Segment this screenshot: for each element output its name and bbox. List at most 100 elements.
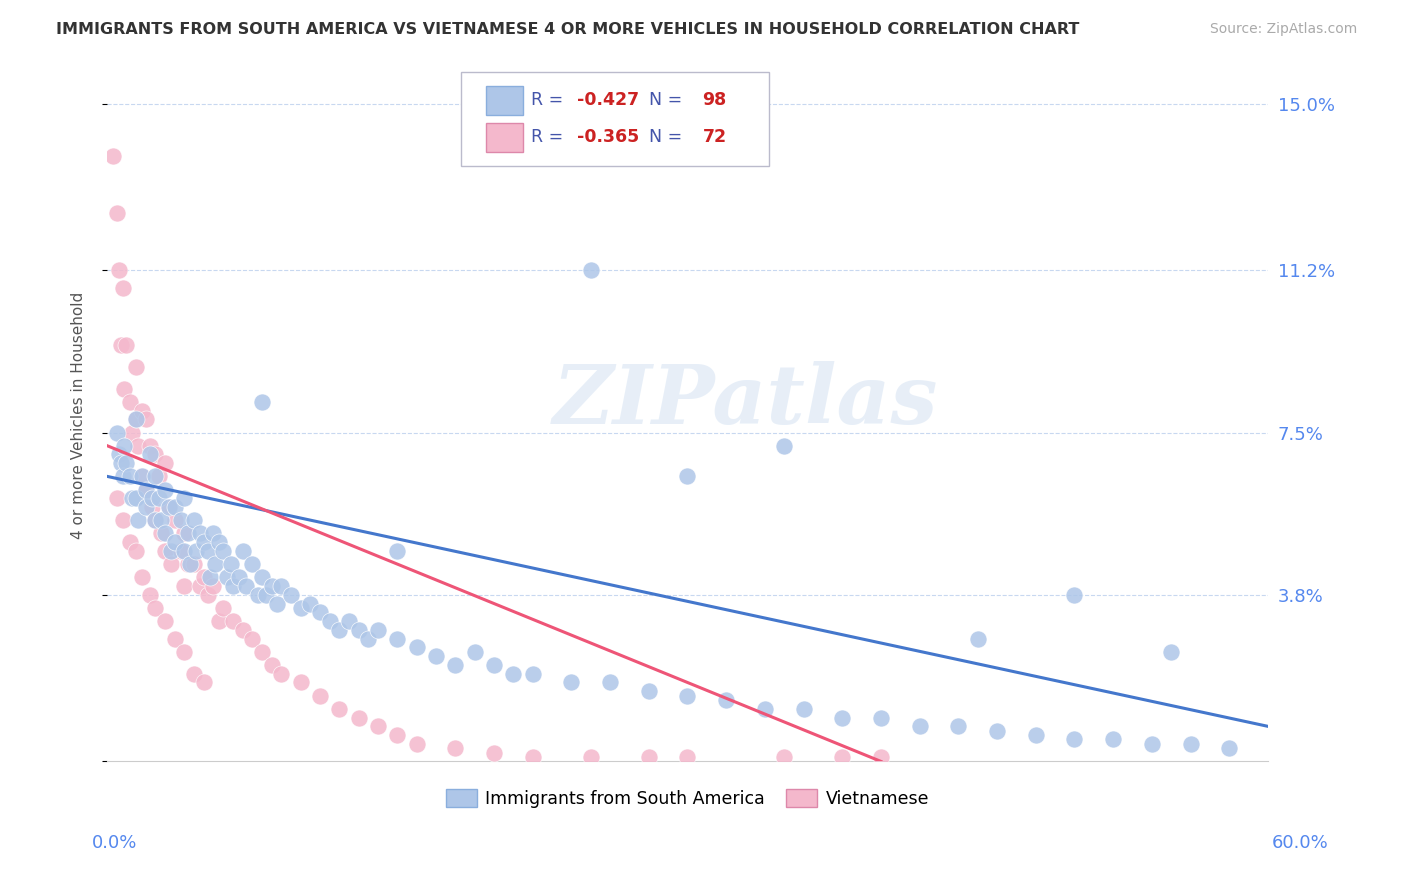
Point <box>153 456 176 470</box>
Point <box>145 447 167 461</box>
Point <box>160 544 183 558</box>
Point <box>145 513 167 527</box>
Point <box>1180 737 1202 751</box>
Point <box>212 544 235 558</box>
Text: 98: 98 <box>703 91 727 110</box>
Point <box>183 557 205 571</box>
Point <box>114 382 136 396</box>
Text: N =: N = <box>637 128 688 146</box>
Point <box>522 750 544 764</box>
Point <box>250 570 273 584</box>
Text: ZIPatlas: ZIPatlas <box>553 361 938 442</box>
Point <box>111 281 134 295</box>
Point <box>318 614 340 628</box>
Point <box>870 710 893 724</box>
Point <box>260 579 283 593</box>
FancyBboxPatch shape <box>461 72 769 166</box>
Point <box>599 675 621 690</box>
Point <box>148 469 170 483</box>
Point <box>870 750 893 764</box>
Point <box>250 394 273 409</box>
Point <box>219 557 242 571</box>
Text: -0.427: -0.427 <box>578 91 640 110</box>
Point <box>173 579 195 593</box>
Point <box>135 412 157 426</box>
Point <box>1063 732 1085 747</box>
Point <box>202 579 225 593</box>
Point <box>177 557 200 571</box>
Point <box>193 535 215 549</box>
Point <box>125 412 148 426</box>
Point <box>179 557 201 571</box>
Point <box>222 614 245 628</box>
Point <box>202 526 225 541</box>
Point <box>246 588 269 602</box>
Point <box>250 645 273 659</box>
Point <box>676 469 699 483</box>
Point <box>444 657 467 672</box>
Point <box>153 526 176 541</box>
Point <box>111 513 134 527</box>
Point <box>387 632 409 646</box>
Point <box>773 439 796 453</box>
Text: 72: 72 <box>703 128 727 146</box>
Point <box>169 513 191 527</box>
Point <box>145 601 167 615</box>
Text: -0.365: -0.365 <box>578 128 640 146</box>
Point <box>131 469 153 483</box>
Point <box>337 614 360 628</box>
Point <box>464 645 486 659</box>
Point <box>157 500 180 514</box>
Point <box>120 469 142 483</box>
Point <box>121 491 143 506</box>
Point <box>197 588 219 602</box>
Point <box>1102 732 1125 747</box>
Point <box>188 526 211 541</box>
Point <box>110 338 132 352</box>
Text: R =: R = <box>531 91 568 110</box>
Point <box>1218 741 1240 756</box>
Point <box>579 750 602 764</box>
Point <box>173 491 195 506</box>
Text: R =: R = <box>531 128 568 146</box>
Point <box>127 513 149 527</box>
Point <box>1025 728 1047 742</box>
Point <box>260 657 283 672</box>
Point <box>522 666 544 681</box>
Point <box>145 469 167 483</box>
Point <box>299 597 322 611</box>
Point <box>367 623 389 637</box>
Point <box>105 491 128 506</box>
Point <box>208 614 231 628</box>
Point <box>169 544 191 558</box>
Point <box>173 645 195 659</box>
Point <box>184 544 207 558</box>
Point <box>131 469 153 483</box>
Point <box>637 684 659 698</box>
Y-axis label: 4 or more Vehicles in Household: 4 or more Vehicles in Household <box>72 292 86 539</box>
Point <box>188 579 211 593</box>
Point <box>387 728 409 742</box>
Point <box>309 605 332 619</box>
Point <box>444 741 467 756</box>
Point <box>163 535 186 549</box>
FancyBboxPatch shape <box>485 122 523 152</box>
Point <box>135 500 157 514</box>
Point <box>153 544 176 558</box>
Point <box>347 623 370 637</box>
Point <box>328 623 350 637</box>
Point <box>482 746 505 760</box>
Text: 60.0%: 60.0% <box>1272 834 1329 852</box>
Point <box>231 544 253 558</box>
Legend: Immigrants from South America, Vietnamese: Immigrants from South America, Vietnames… <box>439 782 936 815</box>
Point <box>405 640 427 655</box>
Point <box>425 649 447 664</box>
Text: N =: N = <box>637 91 688 110</box>
Point <box>125 491 148 506</box>
Point <box>163 500 186 514</box>
Point <box>125 359 148 374</box>
Point <box>357 632 380 646</box>
Point <box>773 750 796 764</box>
Point <box>966 632 988 646</box>
Point <box>405 737 427 751</box>
